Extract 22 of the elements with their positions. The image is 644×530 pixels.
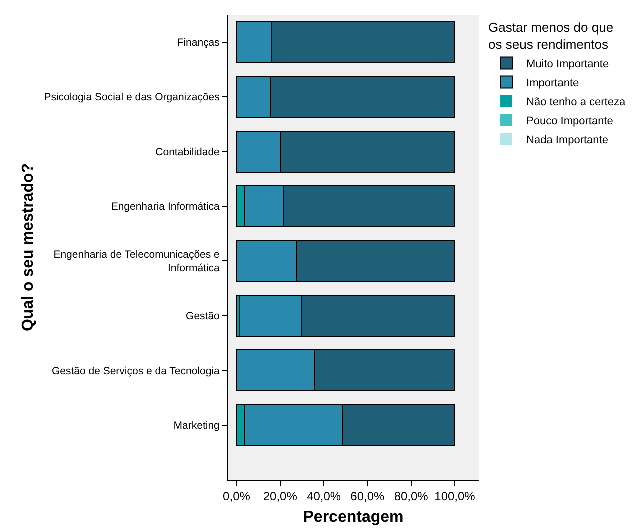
legend-label: Não tenho a certeza [526,96,626,109]
x-tick-label: 100,0% [434,489,476,504]
x-tick-label: 20,0% [263,489,298,504]
y-tick-label: Gestão [186,310,220,323]
y-axis-title: Qual o seu mestrado? [20,163,38,332]
y-tick-label: Contabilidade [156,146,220,158]
y-tick-label: Engenharia de Telecomunicações e Informática [54,249,220,275]
x-axis-title: Percentagem [303,509,404,526]
y-tick-label: Gestão de Serviços e da Tecnologia [52,365,220,378]
legend-title: Gastar menos do que os seus rendimentos [488,20,614,52]
y-tick-label: Engenharia Informática [111,201,220,214]
legend-label: Importante [526,78,580,90]
y-tick-label: Marketing [174,420,220,432]
x-tick-label: 80,0% [394,489,429,504]
legend-label: Nada Importante [526,134,608,147]
y-tick-label: Finanças [177,37,220,50]
legend-label: Pouco Importante [526,116,614,128]
legend-label: Muito Importante [526,58,610,71]
y-tick-label: Psicologia Social e das Organizações [44,92,220,104]
x-tick-label: 40,0% [307,489,342,504]
x-tick-label: 0,0% [223,489,251,504]
x-tick-label: 60,0% [350,489,386,504]
